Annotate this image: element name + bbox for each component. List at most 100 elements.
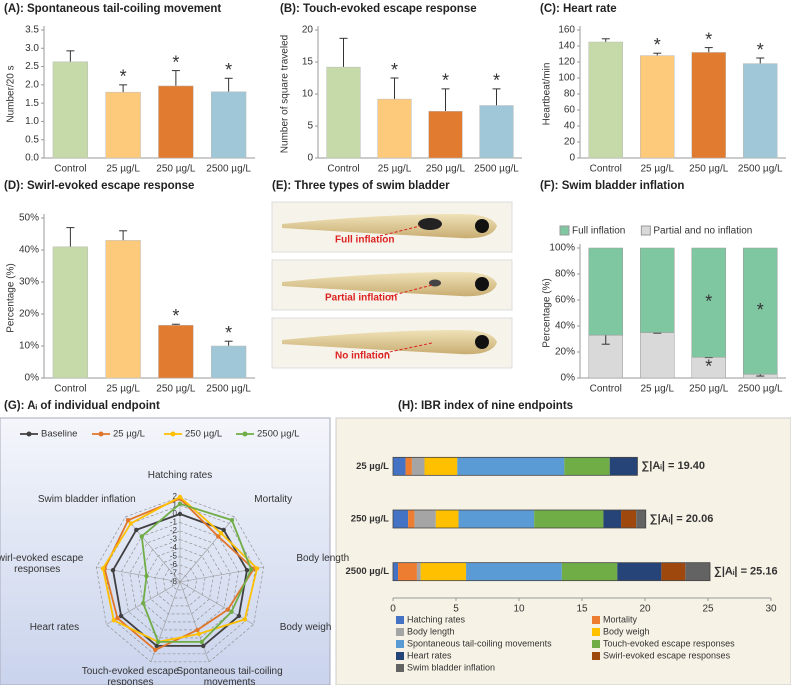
- bar-segment: [414, 510, 436, 528]
- legend-swatch: [396, 616, 404, 624]
- chart-title: (A): Spontaneous tail-coiling movement: [4, 3, 221, 15]
- legend-label: Mortality: [603, 614, 638, 624]
- radar-point: [195, 627, 200, 633]
- y-axis-label: Percentage (%): [6, 263, 17, 332]
- x-tick-label: Control: [590, 384, 622, 395]
- radial-tick-label: -7: [170, 569, 178, 578]
- significance-marker: *: [120, 67, 127, 87]
- significance-marker: *: [442, 71, 449, 91]
- y-tick-label: 80%: [555, 269, 575, 280]
- y-tick-label: 0%: [25, 373, 40, 384]
- x-tick-label: 25 µg/L: [640, 164, 674, 175]
- radar-point: [128, 521, 134, 526]
- bar-segment: [435, 510, 459, 528]
- chart-title: (B): Touch-evoked escape response: [280, 3, 477, 15]
- radar-axis-label: Touch-evoked escape responses: [81, 665, 180, 685]
- radar-point: [144, 573, 149, 579]
- y-tick-label: 0: [569, 153, 575, 164]
- radial-tick-label: -1: [170, 518, 178, 527]
- radar-point: [118, 613, 124, 619]
- radar-axis-label: Spontaneous tail-coiling movements: [176, 665, 283, 685]
- y-tick-label: 3.5: [25, 25, 39, 36]
- radar-line: [103, 497, 255, 651]
- y-tick-label: 0%: [561, 373, 576, 384]
- y-axis-label: Heartbeat/min: [542, 63, 553, 126]
- radar-point: [254, 566, 260, 571]
- radar-line: [112, 513, 248, 647]
- radar-point: [216, 534, 221, 539]
- radar-point: [140, 601, 146, 606]
- legend-swatch: [640, 225, 651, 236]
- radar-point: [199, 639, 205, 645]
- significance-marker: *: [225, 60, 232, 80]
- x-tick-label: Control: [327, 164, 359, 175]
- legend-label: 250 µg/L: [185, 429, 222, 440]
- x-tick-label: 0: [390, 604, 396, 615]
- radar-point: [115, 615, 120, 621]
- bar-segment: [609, 457, 638, 476]
- legend-marker: [242, 431, 248, 437]
- x-tick-label: 5: [453, 604, 459, 615]
- y-tick-label: 60: [564, 105, 576, 116]
- y-tick-label: 2.0: [25, 79, 39, 90]
- x-tick-label: 20: [639, 604, 651, 615]
- radar-axis-label: Swim bladder inflation: [37, 493, 136, 505]
- radial-tick-label: -5: [170, 552, 178, 561]
- legend-label: Spontaneous tail-coiling movements: [407, 638, 552, 648]
- radar-point: [153, 647, 158, 653]
- radar-axis-label: Swirl-evoked escape responses: [0, 553, 84, 576]
- legend-label: Body length: [407, 626, 455, 636]
- y-tick-label: 25 µg/L: [356, 461, 389, 472]
- bar: [158, 85, 194, 159]
- legend-label: Baseline: [41, 429, 77, 440]
- radial-tick-label: -6: [170, 560, 178, 569]
- bar: [479, 105, 514, 159]
- fish-image: Full inflation: [271, 201, 513, 253]
- bar-segment: [621, 510, 637, 528]
- radar-point: [134, 527, 139, 533]
- significance-marker: *: [493, 71, 500, 91]
- radar-point: [177, 501, 183, 506]
- radar-point: [139, 534, 144, 539]
- radar-ring: [171, 573, 189, 591]
- radar-axis-label: Body weigh: [279, 621, 332, 633]
- radial-tick-label: 2: [173, 492, 178, 501]
- x-tick-label: 30: [765, 604, 777, 615]
- bar-segment: [411, 457, 425, 476]
- bar-segment: [743, 247, 778, 375]
- legend-label: Heart rates: [407, 650, 452, 660]
- radar-axis-label: Body length: [296, 553, 350, 565]
- bar: [210, 91, 247, 159]
- significance-marker: *: [705, 291, 712, 311]
- significance-marker: *: [654, 35, 661, 55]
- radial-tick-label: -2: [170, 526, 178, 535]
- bar-segment: [420, 562, 467, 581]
- radar-spoke: [179, 581, 254, 625]
- bar-segment: [457, 457, 565, 476]
- image-label: Partial inflation: [325, 293, 397, 304]
- radial-tick-label: -3: [170, 535, 178, 544]
- bar-segment: [393, 562, 399, 581]
- bar: [640, 55, 675, 159]
- x-tick-label: 250 µg/L: [156, 164, 196, 175]
- legend-label: Partial and no inflation: [653, 226, 752, 237]
- bar-segment: [534, 510, 604, 528]
- bar-segment: [416, 562, 421, 581]
- bar-segment: [405, 457, 412, 476]
- y-tick-label: 80: [564, 89, 576, 100]
- bar: [588, 41, 623, 159]
- y-axis-label: Number/20 s: [6, 65, 17, 122]
- x-tick-label: 250 µg/L: [689, 164, 729, 175]
- radar-point: [248, 567, 254, 572]
- bar-outline: [392, 562, 711, 582]
- y-tick-label: 0.0: [25, 153, 39, 164]
- bar: [52, 61, 89, 159]
- radar-point: [110, 567, 116, 573]
- significance-marker: *: [391, 60, 398, 80]
- significance-marker: *: [172, 52, 179, 72]
- y-tick-label: 120: [558, 57, 575, 68]
- y-tick-label: 1.5: [25, 98, 39, 109]
- bar-segment: [424, 457, 458, 476]
